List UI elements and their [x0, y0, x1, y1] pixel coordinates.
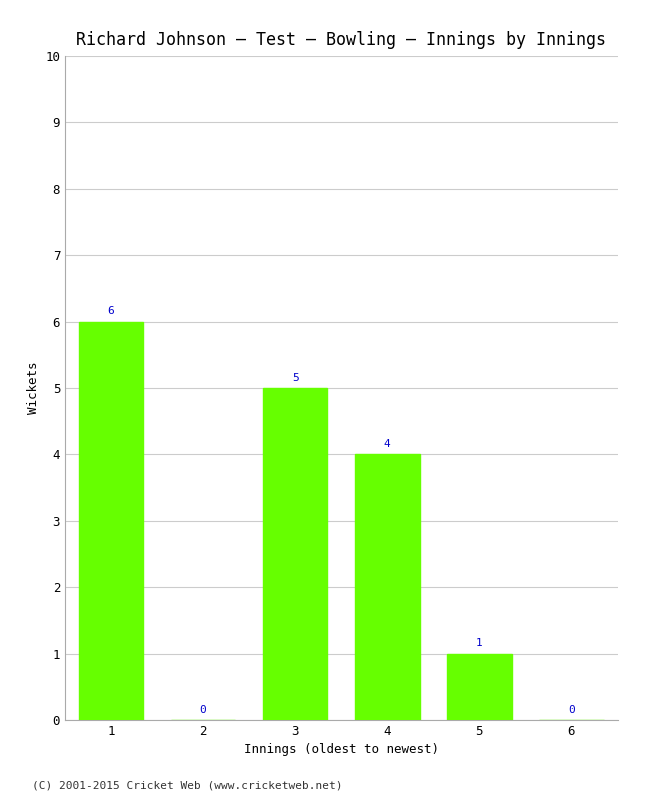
Text: 5: 5: [292, 373, 298, 382]
Title: Richard Johnson – Test – Bowling – Innings by Innings: Richard Johnson – Test – Bowling – Innin…: [76, 31, 606, 49]
Text: 0: 0: [200, 705, 207, 714]
X-axis label: Innings (oldest to newest): Innings (oldest to newest): [244, 743, 439, 757]
Bar: [355, 454, 419, 720]
Text: 0: 0: [568, 705, 575, 714]
Bar: [263, 388, 328, 720]
Text: 6: 6: [108, 306, 114, 316]
Text: 1: 1: [476, 638, 483, 648]
Bar: [447, 654, 512, 720]
Bar: [79, 322, 143, 720]
Text: (C) 2001-2015 Cricket Web (www.cricketweb.net): (C) 2001-2015 Cricket Web (www.cricketwe…: [32, 780, 343, 790]
Y-axis label: Wickets: Wickets: [27, 362, 40, 414]
Text: 4: 4: [384, 439, 391, 449]
